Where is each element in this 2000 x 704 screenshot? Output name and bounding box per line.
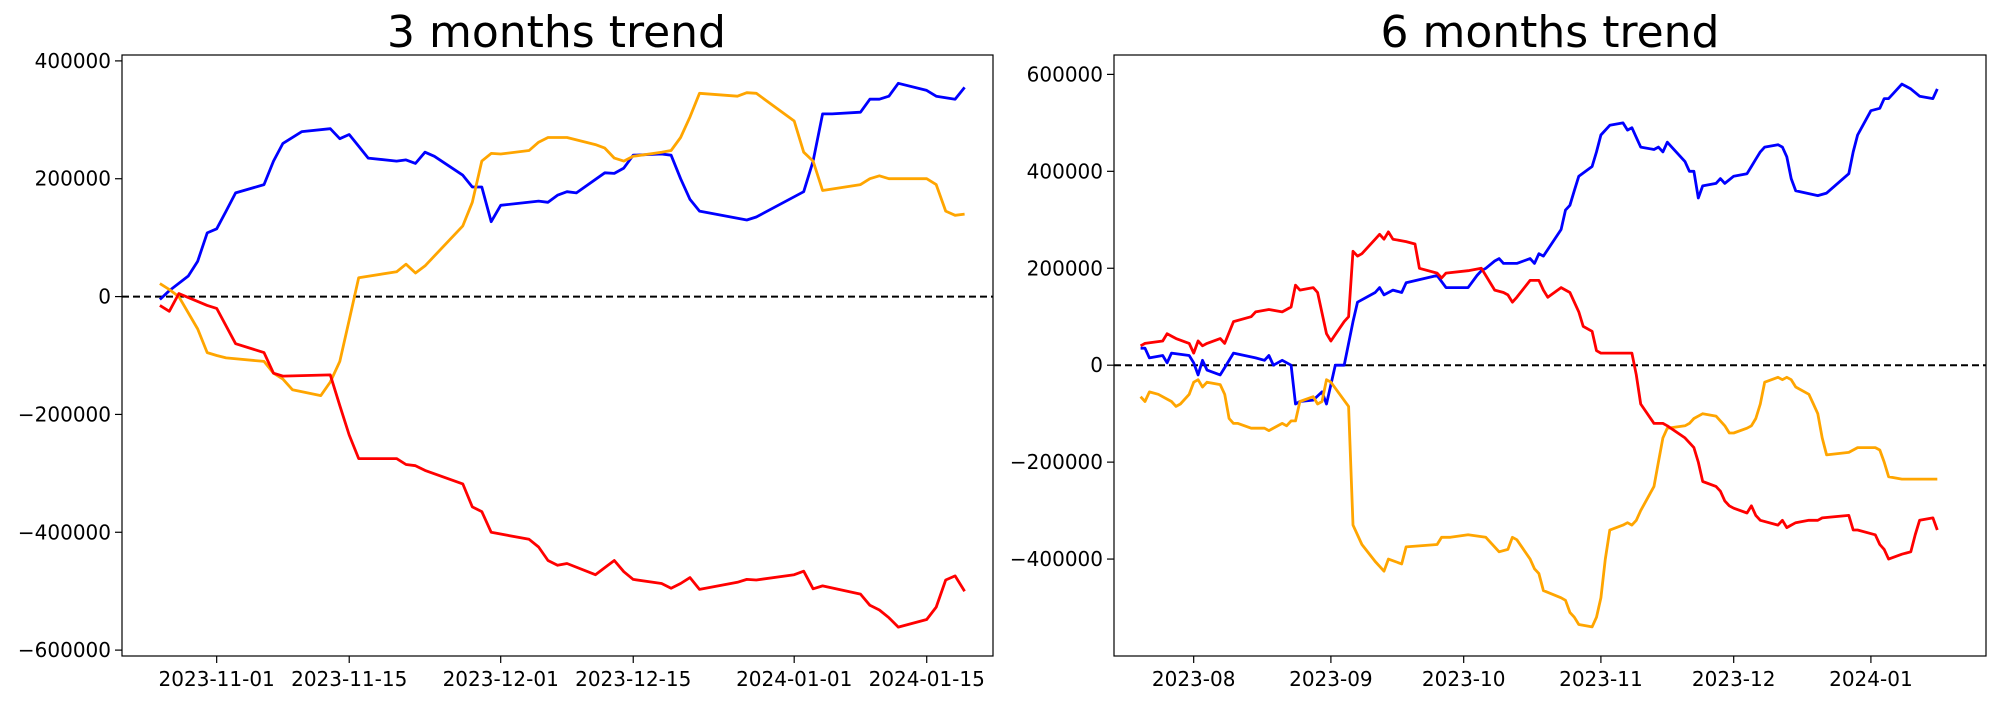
x-tick-label: 2023-11-01 [159, 667, 275, 691]
y-tick-label: 200000 [35, 167, 111, 191]
x-tick-label: 2024-01-15 [869, 667, 985, 691]
x-tick-label: 2023-12 [1692, 667, 1776, 691]
series-line-1 [158, 81, 966, 301]
chart-3-months-trend: 3 months trend −600000 −400000 −200000 0 200… [18, 7, 994, 691]
chart-title: 3 months trend [387, 7, 726, 58]
x-tick-label: 2023-10 [1422, 667, 1506, 691]
x-tick-label: 2023-12-15 [575, 667, 691, 691]
y-tick-label: −600000 [18, 638, 111, 662]
y-tick-label: 200000 [1027, 256, 1103, 280]
plot-frame [1113, 54, 1987, 657]
x-tick-label: 2023-11-15 [291, 667, 407, 691]
x-tick-label: 2023-11 [1559, 667, 1643, 691]
y-tick-label: −200000 [18, 402, 111, 426]
y-tick-label: −200000 [1010, 450, 1103, 474]
y-tick-label: 400000 [35, 49, 111, 73]
x-tick-label: 2023-08 [1152, 667, 1236, 691]
x-tick-label: 2023-12-01 [443, 667, 559, 691]
chart-6-months-trend: 6 months trend −400000 −200000 0 200000 4000… [1010, 7, 1987, 691]
y-tick-label: 0 [1090, 353, 1103, 377]
series-line-3 [159, 292, 966, 629]
y-tick-label: 400000 [1027, 159, 1103, 183]
x-tick-label: 2023-09 [1289, 667, 1373, 691]
plot-frame [121, 54, 994, 657]
y-tick-label: −400000 [1010, 547, 1103, 571]
series-line-2 [159, 91, 965, 397]
series-line-3 [1139, 230, 1939, 561]
x-tick-label: 2024-01 [1829, 667, 1913, 691]
y-tick-label: −400000 [18, 520, 111, 544]
y-tick-label: 600000 [1027, 62, 1103, 86]
chart-title: 6 months trend [1381, 7, 1720, 58]
series-line-1 [1140, 82, 1939, 406]
y-tick-label: 0 [98, 285, 111, 309]
x-tick-label: 2024-01-01 [736, 667, 852, 691]
series-line-2 [1139, 375, 1938, 629]
